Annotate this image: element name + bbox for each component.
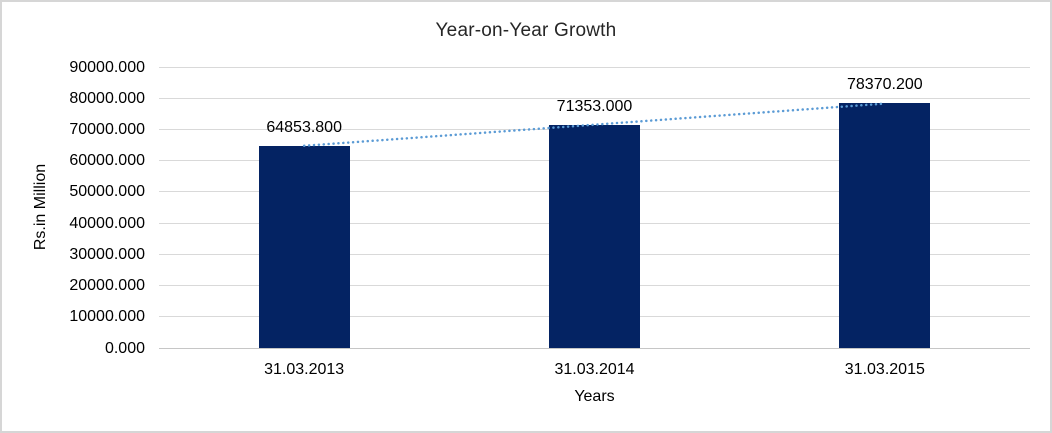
y-tick-label: 60000.000 — [69, 152, 145, 170]
x-axis-title: Years — [574, 388, 615, 405]
y-tick-label: 90000.000 — [69, 58, 145, 76]
y-tick-label: 10000.000 — [69, 308, 145, 326]
y-axis-title: Rs.in Million — [32, 163, 49, 251]
y-tick-label: 0.000 — [104, 339, 145, 357]
bar — [839, 103, 931, 348]
bar-data-label: 71353.000 — [556, 98, 633, 116]
y-tick-label: 20000.000 — [69, 277, 145, 295]
bar — [549, 125, 640, 348]
y-tick-label: 50000.000 — [69, 183, 145, 201]
x-tick-label: 31.03.2013 — [264, 361, 345, 378]
y-tick-label: 30000.000 — [69, 245, 145, 263]
gridline — [159, 66, 1030, 68]
bar-data-label: 64853.800 — [266, 118, 342, 136]
x-tick-label: 31.03.2015 — [844, 361, 925, 378]
gridline — [159, 97, 1030, 99]
x-axis-line — [159, 347, 1030, 349]
chart-title: Year-on-Year Growth — [435, 20, 617, 41]
x-tick-label: 31.03.2014 — [554, 361, 635, 378]
bar — [258, 145, 350, 348]
y-tick-label: 40000.000 — [69, 214, 145, 232]
y-tick-label: 80000.000 — [69, 89, 145, 107]
bar-data-label: 78370.200 — [847, 76, 923, 94]
y-tick-label: 70000.000 — [69, 120, 145, 138]
